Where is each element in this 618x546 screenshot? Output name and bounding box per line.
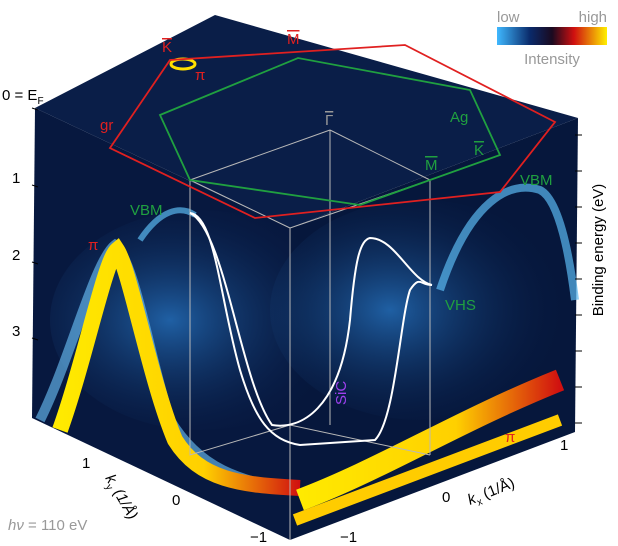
kx-tick-label: −1 xyxy=(340,529,357,546)
photon-energy: hν = 110 eV xyxy=(8,517,87,534)
label: π xyxy=(88,237,98,254)
photon-text: = 110 eV xyxy=(24,517,88,534)
ef-sub: F xyxy=(37,96,43,107)
label: K xyxy=(474,142,484,159)
label: VBM xyxy=(130,202,163,219)
label: Γ xyxy=(325,112,333,129)
label: M xyxy=(287,31,300,48)
ef-label: 0 = EF xyxy=(2,87,44,107)
photon-symbol: hν xyxy=(8,517,24,534)
ky-tick-label: 0 xyxy=(172,492,180,509)
kx-tick-label: 0 xyxy=(442,489,450,506)
kx-title: kx (1/Å) xyxy=(465,475,518,512)
label: Ag xyxy=(450,109,468,126)
figure: low high Intensity 0 = EF 1 2 3 Binding en… xyxy=(0,0,618,546)
label: K xyxy=(162,39,172,56)
colorbar xyxy=(497,27,607,45)
ky-unit: (1/Å) xyxy=(108,482,141,522)
label: π xyxy=(505,429,515,446)
ky-title: ky (1/Å) xyxy=(99,472,141,525)
energy-tick-label: 1 xyxy=(12,170,20,187)
label: SiC xyxy=(333,381,350,405)
colorbar-title: Intensity xyxy=(524,51,580,68)
ef-main: 0 = E xyxy=(2,87,37,104)
label: gr xyxy=(100,117,113,134)
colorbar-low: low xyxy=(497,9,520,26)
label: VHS xyxy=(445,297,476,314)
label: VBM xyxy=(520,172,553,189)
kx-tick-label: 1 xyxy=(560,437,568,454)
label: π xyxy=(195,67,205,84)
label: M xyxy=(425,157,438,174)
ky-tick-label: 1 xyxy=(82,455,90,472)
ky-tick-label: −1 xyxy=(250,529,267,546)
energy-tick-label: 3 xyxy=(12,323,20,340)
energy-tick-label: 2 xyxy=(12,247,20,264)
kx-unit: (1/Å) xyxy=(477,475,517,505)
colorbar-high: high xyxy=(579,9,607,26)
energy-title: Binding energy (eV) xyxy=(590,184,607,317)
